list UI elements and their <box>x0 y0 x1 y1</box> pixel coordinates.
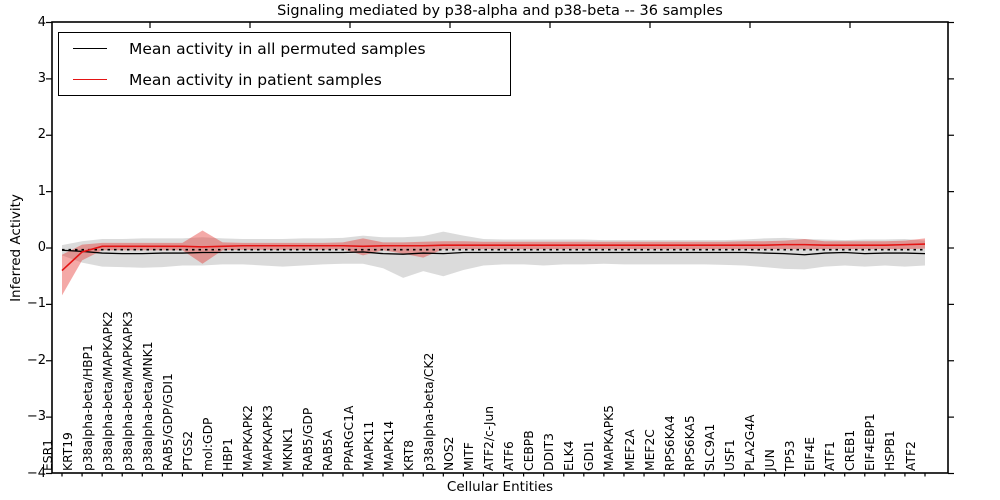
y-tick-label: −4 <box>26 465 46 481</box>
y-tick-label: 4 <box>37 14 46 30</box>
legend-label: Mean activity in all permuted samples <box>129 39 426 58</box>
y-tick-label: −3 <box>26 409 46 425</box>
patient-line-swatch <box>73 79 107 80</box>
y-tick-label: 2 <box>37 127 46 143</box>
y-tick-label: 3 <box>37 70 46 86</box>
legend-entry-patient: Mean activity in patient samples <box>59 64 510 95</box>
y-tick-label: 0 <box>37 240 46 255</box>
y-tick-label: −1 <box>26 296 46 312</box>
x-axis-label: Cellular Entities <box>446 479 554 495</box>
permuted-line-swatch <box>73 48 107 49</box>
patient-band <box>62 230 925 296</box>
plot-area <box>46 21 954 477</box>
y-tick-label: 1 <box>37 183 46 199</box>
plot-frame <box>51 21 949 474</box>
chart-title: Signaling mediated by p38-alpha and p38-… <box>277 3 723 19</box>
permuted-band <box>62 231 925 278</box>
legend: Mean activity in all permuted samples Me… <box>58 32 511 96</box>
legend-entry-permuted: Mean activity in all permuted samples <box>59 33 510 64</box>
legend-label: Mean activity in patient samples <box>129 70 382 89</box>
permuted-mean-line <box>61 249 926 256</box>
patient-mean-line <box>61 243 926 272</box>
y-tick-label: −2 <box>26 352 46 368</box>
